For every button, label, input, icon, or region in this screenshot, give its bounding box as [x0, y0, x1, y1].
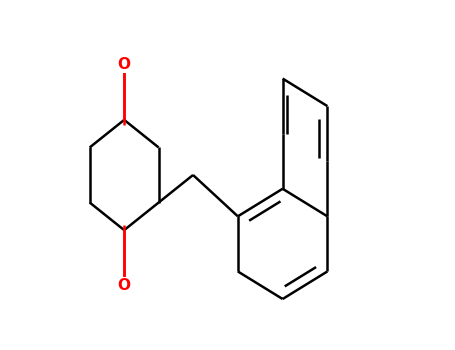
- Text: O: O: [118, 57, 131, 72]
- Text: O: O: [118, 278, 131, 293]
